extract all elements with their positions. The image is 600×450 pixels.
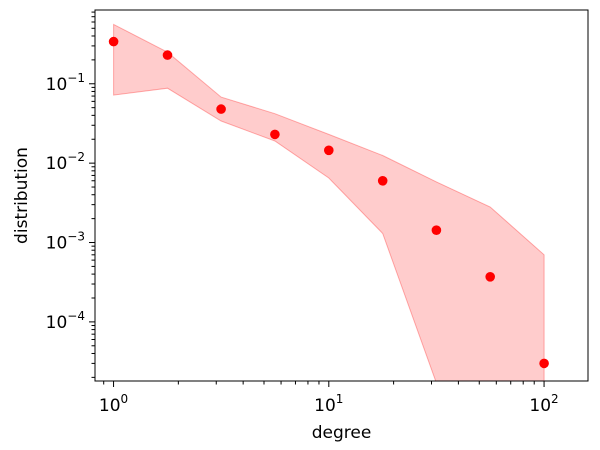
x-tick-label: 100 bbox=[99, 392, 128, 416]
data-points-layer bbox=[108, 36, 549, 369]
x-tick-label: 101 bbox=[314, 392, 343, 416]
x-tick-label: 102 bbox=[529, 392, 558, 416]
y-tick-label: 10−2 bbox=[46, 150, 85, 174]
axes-frame bbox=[94, 9, 589, 382]
y-axis-ticks: 10−4 10−3 10−2 10−1 bbox=[46, 11, 95, 378]
data-point bbox=[108, 36, 119, 47]
x-axis-label: degree bbox=[312, 423, 372, 443]
data-point bbox=[216, 104, 226, 114]
y-axis-label: distribution bbox=[12, 147, 32, 244]
data-point bbox=[431, 225, 442, 235]
data-point bbox=[539, 358, 549, 369]
y-tick-label: 10−3 bbox=[46, 230, 85, 254]
confidence-band bbox=[113, 23, 545, 381]
x-axis-ticks: 100 101 102 bbox=[99, 381, 559, 416]
data-point bbox=[270, 129, 280, 140]
y-tick-label: 10−1 bbox=[46, 71, 85, 95]
y-tick-label: 10−4 bbox=[46, 309, 85, 333]
confidence-band-layer bbox=[113, 23, 545, 381]
data-point bbox=[162, 50, 173, 60]
data-point bbox=[377, 176, 388, 186]
data-point bbox=[485, 272, 496, 282]
data-point bbox=[324, 145, 334, 156]
